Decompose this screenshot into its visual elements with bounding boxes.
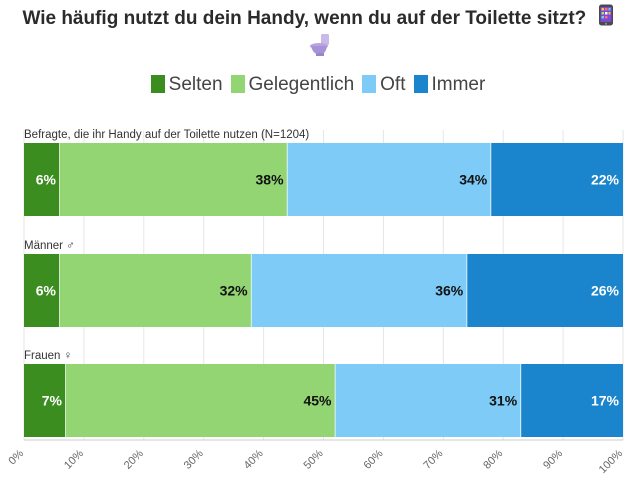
x-tick-label: 70% (421, 447, 445, 471)
legend-label: Immer (431, 74, 486, 95)
x-tick-label: 20% (122, 447, 146, 471)
data-label: 36% (435, 283, 464, 299)
chart-title: Wie häufig nutzt du dein Handy, wenn du … (0, 4, 636, 34)
data-label: 38% (256, 172, 285, 188)
bar-segment-oft (251, 254, 468, 327)
x-tick-label: 80% (481, 447, 505, 471)
bar-segment-selten (24, 143, 60, 216)
bar-segment-immer (491, 143, 623, 216)
x-tick-label: 90% (541, 447, 565, 471)
legend-swatch (362, 75, 377, 93)
legend-label: Gelegentlich (248, 74, 355, 95)
data-label: 17% (591, 393, 620, 409)
bar-segment-immer (521, 364, 623, 437)
data-label: 22% (591, 172, 620, 188)
bar-segment-immer (467, 254, 623, 327)
legend-item-immer[interactable]: Immer (413, 74, 486, 96)
legend: Selten Gelegentlich Oft Immer (0, 74, 636, 96)
bar-segment-oft (287, 143, 492, 216)
legend-swatch (413, 75, 428, 93)
legend-label: Oft (380, 74, 406, 95)
data-label: 45% (303, 393, 332, 409)
mobile-phone-icon (598, 4, 614, 34)
bar-segment-selten (24, 364, 66, 437)
x-tick-label: 100% (597, 447, 626, 476)
bar-segment-gelegentlich (59, 143, 288, 216)
x-tick-label: 10% (62, 447, 86, 471)
bar-segment-oft (335, 364, 522, 437)
x-tick-label: 30% (182, 447, 206, 471)
x-tick-label: 0% (6, 447, 26, 467)
bar-segment-gelegentlich (65, 364, 336, 437)
x-tick-label: 50% (302, 447, 326, 471)
legend-item-gelegentlich[interactable]: Gelegentlich (230, 74, 355, 96)
data-label: 26% (591, 283, 620, 299)
category-label: Frauen ♀ (24, 350, 72, 362)
data-label: 6% (36, 283, 57, 299)
category-label: Befragte, die ihr Handy auf der Toilette… (24, 129, 309, 141)
bar-segment-gelegentlich (59, 254, 252, 327)
legend-item-oft[interactable]: Oft (362, 74, 406, 96)
legend-swatch (150, 75, 165, 93)
legend-item-selten[interactable]: Selten (150, 74, 223, 96)
data-label: 31% (489, 393, 518, 409)
chart-title-text: Wie häufig nutzt du dein Handy, wenn du … (22, 8, 587, 29)
data-label: 6% (36, 172, 57, 188)
data-label: 34% (459, 172, 488, 188)
bar-segment-selten (24, 254, 60, 327)
x-tick-label: 40% (242, 447, 266, 471)
data-label: 7% (42, 393, 63, 409)
legend-label: Selten (168, 74, 223, 95)
data-label: 32% (220, 283, 249, 299)
x-tick-label: 60% (361, 447, 385, 471)
legend-swatch (230, 75, 245, 93)
toilet-icon (309, 33, 331, 62)
category-label: Männer ♂ (24, 240, 75, 252)
